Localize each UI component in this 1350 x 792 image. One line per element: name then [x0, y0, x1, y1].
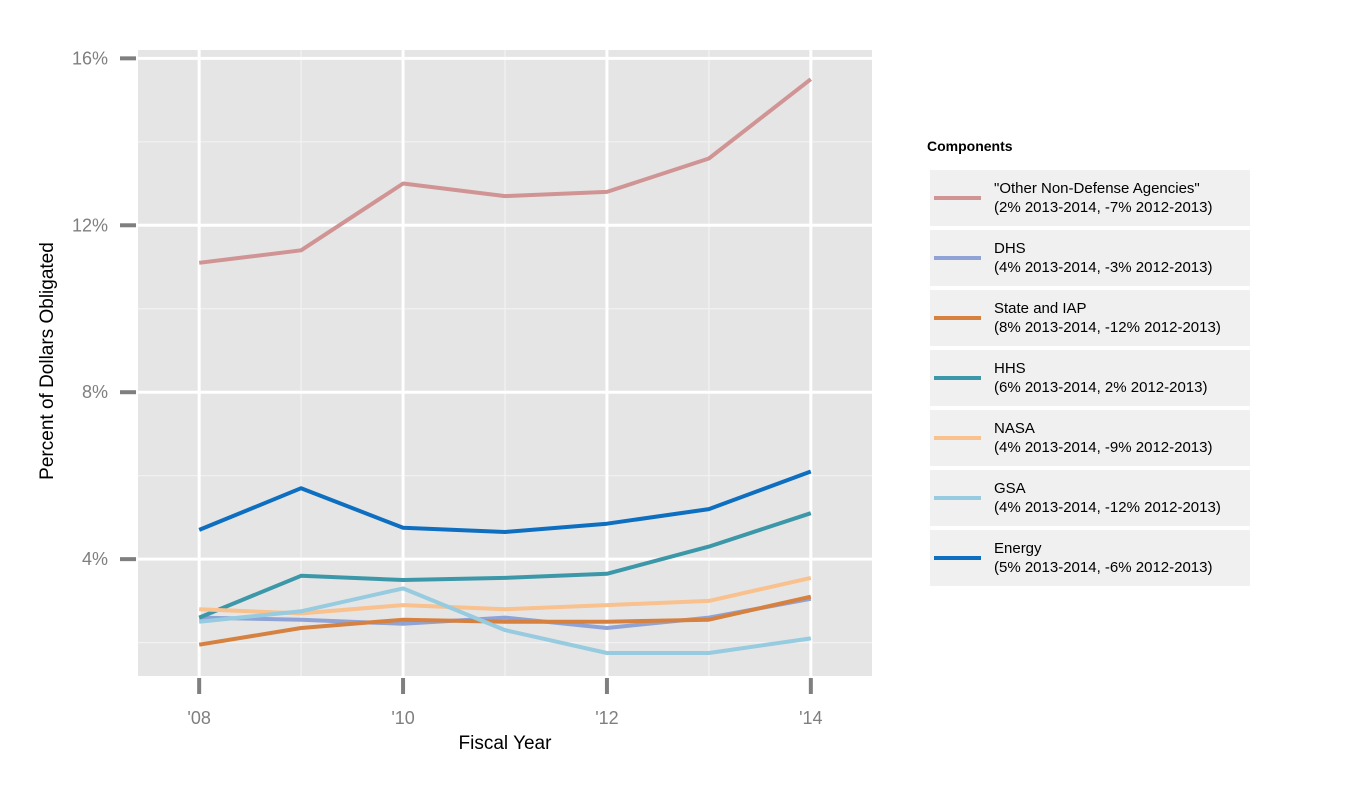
- legend-series-detail: (4% 2013-2014, -3% 2012-2013): [994, 259, 1212, 276]
- legend-series-detail: (4% 2013-2014, -9% 2012-2013): [994, 439, 1212, 456]
- legend-series-name: GSA: [994, 480, 1026, 497]
- series-lines: [198, 77, 813, 655]
- legend-label-box: [985, 290, 1250, 346]
- legend-item-energy: Energy (5% 2013-2014, -6% 2012-2013): [930, 530, 1250, 586]
- legend-series-detail: (4% 2013-2014, -12% 2012-2013): [994, 499, 1221, 516]
- legend-series-name: NASA: [994, 420, 1035, 437]
- minor-gridlines: [138, 50, 872, 676]
- legend-item-dhs: DHS (4% 2013-2014, -3% 2012-2013): [930, 230, 1250, 286]
- legend-title: Components: [927, 138, 1013, 154]
- legend-series-name: HHS: [994, 360, 1026, 377]
- series-line-gsa: [198, 586, 812, 655]
- legend-label-box: [985, 170, 1250, 226]
- series-line-state: [198, 594, 812, 647]
- legend-series-detail: (6% 2013-2014, 2% 2012-2013): [994, 379, 1208, 396]
- legend-label-box: [985, 470, 1250, 526]
- legend-items: "Other Non-Defense Agencies" (2% 2013-201…: [930, 170, 1250, 586]
- x-tick-label: '14: [799, 708, 822, 728]
- legend-series-name: State and IAP: [994, 300, 1087, 317]
- legend-label-box: [985, 350, 1250, 406]
- x-axis-title: Fiscal Year: [459, 733, 553, 754]
- legend-item-other: "Other Non-Defense Agencies" (2% 2013-201…: [930, 170, 1250, 226]
- legend-series-name: "Other Non-Defense Agencies": [994, 180, 1200, 197]
- series-line-other: [198, 77, 813, 265]
- legend-series-detail: (2% 2013-2014, -7% 2012-2013): [994, 199, 1212, 216]
- legend-item-state: State and IAP (8% 2013-2014, -12% 2012-20…: [930, 290, 1250, 346]
- x-tick-label: '10: [391, 708, 414, 728]
- legend-item-nasa: NASA (4% 2013-2014, -9% 2012-2013): [930, 410, 1250, 466]
- legend-label-box: [985, 410, 1250, 466]
- legend-item-gsa: GSA (4% 2013-2014, -12% 2012-2013): [930, 470, 1250, 526]
- legend-label-box: [985, 530, 1250, 586]
- y-tick-label: 12%: [72, 215, 108, 235]
- legend-series-name: Energy: [994, 540, 1042, 557]
- major-gridlines: [138, 50, 872, 676]
- y-tick-label: 4%: [82, 549, 108, 569]
- x-tick-label: '08: [187, 708, 210, 728]
- legend-series-detail: (5% 2013-2014, -6% 2012-2013): [994, 559, 1212, 576]
- series-line-energy: [198, 469, 812, 534]
- legend: Components "Other Non-Defense Agencies" (…: [927, 138, 1250, 586]
- y-tick-label: 8%: [82, 382, 108, 402]
- series-line-dhs: [199, 596, 812, 630]
- y-axis-title: Percent of Dollars Obligated: [37, 242, 58, 480]
- legend-series-detail: (8% 2013-2014, -12% 2012-2013): [994, 319, 1221, 336]
- legend-item-hhs: HHS (6% 2013-2014, 2% 2012-2013): [930, 350, 1250, 406]
- legend-series-name: DHS: [994, 240, 1026, 257]
- axes: 4% 8% 12% 16% '08 '10 '12 '14: [72, 48, 823, 728]
- legend-label-box: [985, 230, 1250, 286]
- series-line-nasa: [199, 575, 812, 616]
- y-tick-label: 16%: [72, 48, 108, 68]
- series-line-hhs: [198, 511, 812, 620]
- x-tick-label: '12: [595, 708, 618, 728]
